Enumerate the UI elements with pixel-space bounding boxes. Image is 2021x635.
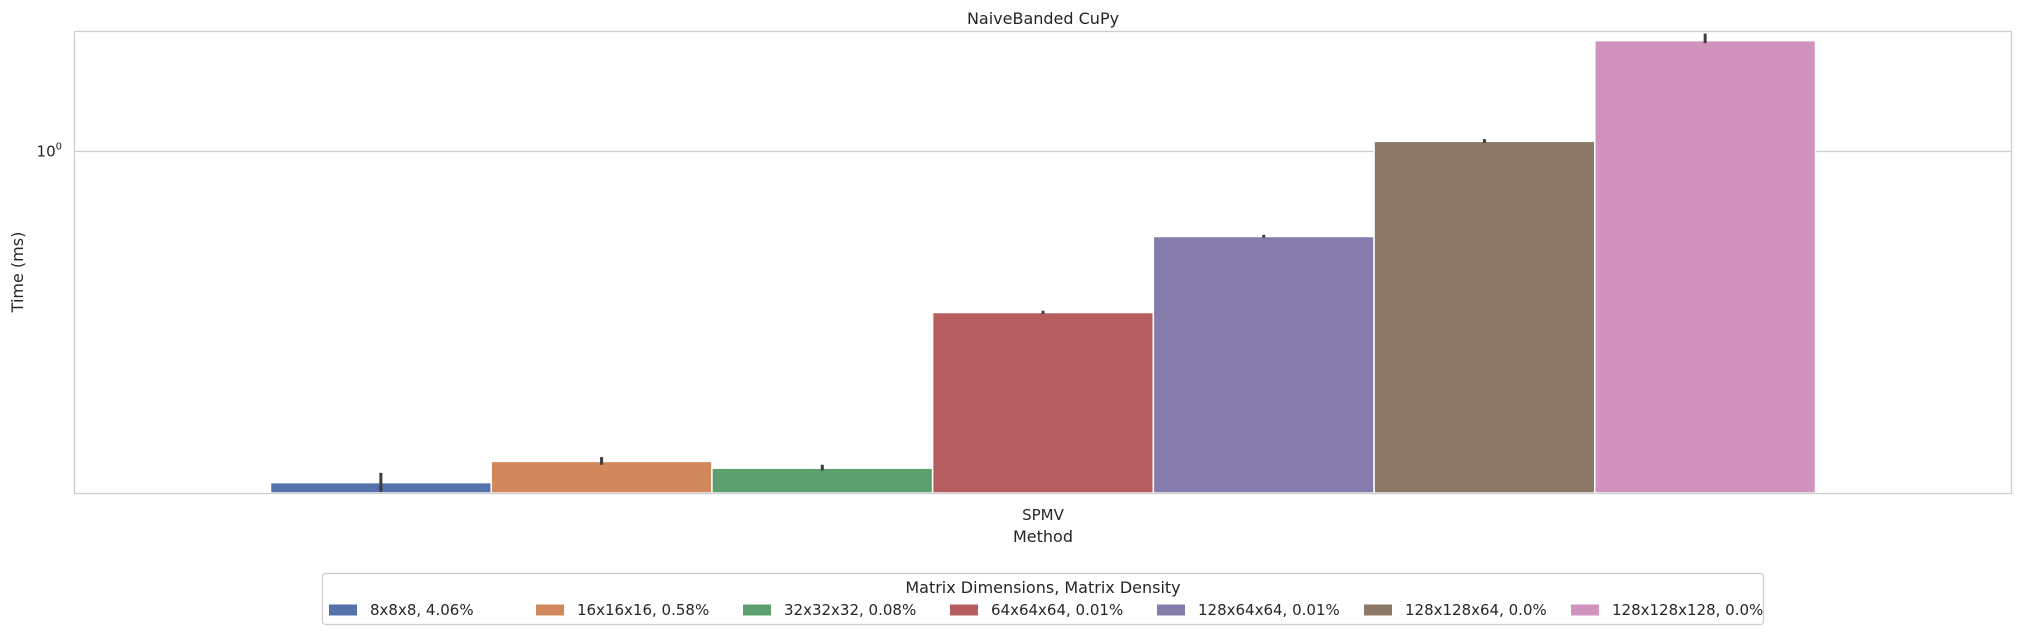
bar — [490, 460, 713, 494]
legend-swatch — [329, 604, 357, 616]
legend-swatch — [1571, 604, 1599, 616]
legend-label: 128x128x64, 0.0% — [1405, 601, 1547, 619]
bar — [711, 467, 934, 494]
legend-swatch — [743, 604, 771, 616]
legend-swatch — [536, 604, 564, 616]
legend-label: 32x32x32, 0.08% — [784, 601, 916, 619]
legend-items: 8x8x8, 4.06% 16x16x16, 0.58% 32x32x32, 0.0… — [329, 601, 1763, 619]
x-tick-label: SPMV — [1022, 506, 1065, 524]
plot-area-frame — [73, 30, 2013, 495]
legend-label: 128x128x128, 0.0% — [1612, 601, 1763, 619]
legend-box — [321, 572, 1765, 626]
y-axis-label: Time (ms) — [8, 232, 27, 314]
legend-label: 8x8x8, 4.06% — [370, 601, 474, 619]
legend-swatch — [950, 604, 978, 616]
chart-title: NaiveBanded CuPy — [967, 9, 1119, 28]
legend-label: 128x64x64, 0.01% — [1198, 601, 1340, 619]
legend-swatch — [1157, 604, 1185, 616]
bar — [1373, 140, 1596, 494]
bar — [1152, 235, 1375, 494]
legend-swatch — [1364, 604, 1392, 616]
bar — [1594, 39, 1817, 494]
legend-title: Matrix Dimensions, Matrix Density — [905, 578, 1180, 597]
legend-label: 16x16x16, 0.58% — [577, 601, 709, 619]
bar — [931, 311, 1155, 494]
x-axis-label: Method — [1013, 527, 1073, 546]
legend-label: 64x64x64, 0.01% — [991, 601, 1123, 619]
legend: Matrix Dimensions, Matrix Density 8x8x8,… — [321, 572, 1765, 626]
error-bars — [379, 33, 1707, 492]
